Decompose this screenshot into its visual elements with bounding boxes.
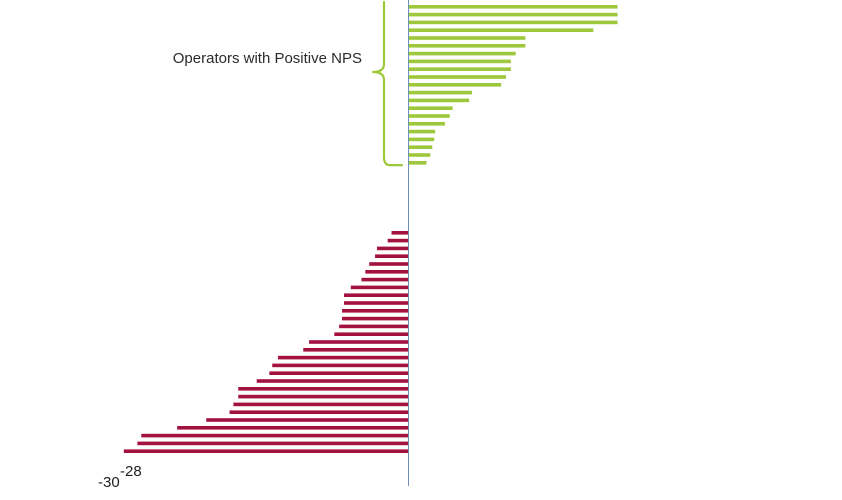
positive-nps-brace [371, 0, 404, 167]
bar-positive [409, 129, 436, 134]
bar-negative [375, 254, 409, 258]
bar-negative [238, 387, 409, 391]
bar-positive [409, 75, 506, 79]
bar-negative [387, 238, 409, 243]
bar-positive [409, 122, 445, 126]
bar-negative [233, 402, 409, 407]
bar-negative [123, 449, 409, 453]
bar-negative [376, 246, 409, 251]
bar-positive [409, 161, 427, 165]
bars-group [123, 5, 618, 453]
positive-nps-annotation: Operators with Positive NPS [172, 50, 362, 67]
bar-negative [141, 433, 409, 438]
tick-label-min: -30 [98, 474, 120, 491]
bar-negative [365, 270, 409, 274]
bar-negative [238, 394, 409, 399]
bar-positive [409, 5, 618, 9]
bar-positive [409, 145, 433, 149]
bar-negative [342, 309, 409, 313]
bar-negative [303, 348, 409, 352]
bar-negative [391, 231, 409, 235]
bar-negative [269, 371, 409, 375]
bar-positive [409, 153, 431, 157]
bar-negative [177, 426, 409, 430]
bar-positive [409, 59, 511, 64]
bar-negative [137, 441, 409, 446]
bar-negative [256, 379, 409, 383]
bar-negative [342, 316, 409, 321]
bar-negative [369, 262, 409, 266]
bar-positive [409, 67, 511, 71]
bar-positive [409, 36, 526, 40]
bar-negative [206, 418, 409, 422]
bar-positive [409, 137, 435, 142]
bar-positive [409, 106, 453, 110]
bar-negative [229, 410, 409, 414]
bar-negative [309, 340, 409, 344]
bar-negative [272, 363, 409, 368]
tick-label-second: -28 [120, 463, 142, 480]
bar-positive [409, 114, 450, 118]
bar-positive [409, 83, 502, 87]
bar-negative [344, 301, 409, 305]
bar-negative [361, 277, 409, 282]
bar-negative [334, 332, 409, 336]
bar-negative [278, 355, 409, 360]
bar-positive [409, 51, 516, 56]
bar-negative [344, 293, 409, 297]
bar-positive [409, 28, 594, 32]
bar-positive [409, 44, 526, 48]
bar-positive [409, 90, 473, 95]
bar-positive [409, 12, 618, 17]
bar-positive [409, 98, 470, 103]
bar-negative [350, 285, 409, 290]
bar-negative [339, 324, 409, 329]
bar-positive [409, 20, 618, 25]
